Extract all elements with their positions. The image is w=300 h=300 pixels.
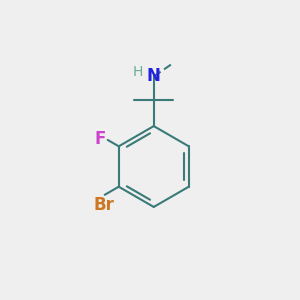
Text: H: H [132, 65, 143, 79]
Text: Br: Br [93, 196, 114, 214]
Text: N: N [147, 68, 161, 85]
Text: F: F [94, 130, 106, 148]
